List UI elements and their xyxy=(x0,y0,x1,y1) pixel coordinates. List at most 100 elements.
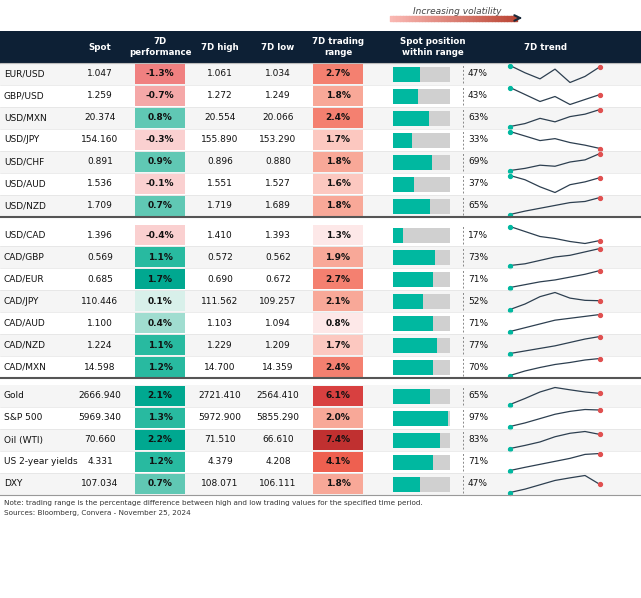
Bar xyxy=(135,247,185,267)
Text: -0.4%: -0.4% xyxy=(146,230,174,240)
Text: 0.8%: 0.8% xyxy=(147,114,172,123)
Bar xyxy=(0,31,641,63)
Text: USD/AUD: USD/AUD xyxy=(4,179,46,188)
Bar xyxy=(0,290,641,312)
Text: 1.1%: 1.1% xyxy=(147,340,172,349)
Text: 1.8%: 1.8% xyxy=(326,91,351,100)
Text: 1.6%: 1.6% xyxy=(326,179,351,188)
Text: Note: trading range is the percentage difference between high and low trading va: Note: trading range is the percentage di… xyxy=(4,500,423,506)
Bar xyxy=(135,335,185,355)
Bar xyxy=(393,294,422,309)
Bar xyxy=(0,429,641,451)
Text: 83%: 83% xyxy=(468,435,488,444)
Text: Oil (WTI): Oil (WTI) xyxy=(4,435,43,444)
Text: 7D trend: 7D trend xyxy=(524,42,567,51)
Text: 2.2%: 2.2% xyxy=(147,435,172,444)
Bar xyxy=(393,249,435,264)
Bar xyxy=(393,111,429,126)
Text: S&P 500: S&P 500 xyxy=(4,413,42,423)
Text: GBP/USD: GBP/USD xyxy=(4,91,45,100)
Text: 69%: 69% xyxy=(468,157,488,166)
Text: 1.1%: 1.1% xyxy=(147,252,172,261)
Text: CAD/GBP: CAD/GBP xyxy=(4,252,45,261)
Text: 0.690: 0.690 xyxy=(207,274,233,283)
Bar xyxy=(135,196,185,216)
Bar xyxy=(393,477,420,492)
Text: 70.660: 70.660 xyxy=(84,435,116,444)
Bar xyxy=(393,66,420,81)
Text: 1.9%: 1.9% xyxy=(326,252,351,261)
Text: DXY: DXY xyxy=(4,480,22,489)
Bar xyxy=(313,196,363,216)
Text: 7D trading
range: 7D trading range xyxy=(312,37,364,57)
Text: 0.8%: 0.8% xyxy=(326,319,351,328)
Text: 111.562: 111.562 xyxy=(201,297,238,306)
Text: 1.3%: 1.3% xyxy=(147,413,172,423)
Text: 0.569: 0.569 xyxy=(87,252,113,261)
Bar xyxy=(135,152,185,172)
Text: 1.272: 1.272 xyxy=(207,91,233,100)
Bar xyxy=(393,359,433,374)
Text: 1.396: 1.396 xyxy=(87,230,113,240)
Text: EUR/USD: EUR/USD xyxy=(4,69,44,78)
Text: 1.7%: 1.7% xyxy=(147,274,172,283)
Text: 37%: 37% xyxy=(468,179,488,188)
Bar xyxy=(393,271,450,286)
Text: 1.224: 1.224 xyxy=(87,340,113,349)
Text: 1.047: 1.047 xyxy=(87,69,113,78)
Bar xyxy=(0,63,641,85)
Bar xyxy=(313,430,363,450)
Bar xyxy=(393,176,450,191)
Text: 1.410: 1.410 xyxy=(207,230,233,240)
Bar xyxy=(0,107,641,129)
Bar xyxy=(393,337,437,352)
Text: 63%: 63% xyxy=(468,114,488,123)
Bar xyxy=(135,86,185,106)
Text: Gold: Gold xyxy=(4,392,25,401)
Text: 0.562: 0.562 xyxy=(265,252,291,261)
Text: 0.7%: 0.7% xyxy=(147,480,172,489)
Bar xyxy=(393,133,412,148)
Text: 20.374: 20.374 xyxy=(85,114,115,123)
Bar xyxy=(393,389,450,404)
Bar xyxy=(135,357,185,377)
Bar xyxy=(0,451,641,473)
Bar xyxy=(135,130,185,150)
Text: 20.554: 20.554 xyxy=(204,114,236,123)
Bar xyxy=(135,108,185,128)
Text: 5969.340: 5969.340 xyxy=(78,413,122,423)
Text: 73%: 73% xyxy=(468,252,488,261)
Bar xyxy=(0,129,641,151)
Bar xyxy=(393,316,450,331)
Text: 1.209: 1.209 xyxy=(265,340,291,349)
Text: 106.111: 106.111 xyxy=(260,480,297,489)
Text: CAD/MXN: CAD/MXN xyxy=(4,362,47,371)
Bar xyxy=(313,152,363,172)
Bar xyxy=(313,291,363,311)
Bar xyxy=(0,85,641,107)
Text: 1.3%: 1.3% xyxy=(326,230,351,240)
Text: 2.1%: 2.1% xyxy=(147,392,172,401)
Text: 0.9%: 0.9% xyxy=(147,157,172,166)
Text: 52%: 52% xyxy=(468,297,488,306)
Text: 20.066: 20.066 xyxy=(262,114,294,123)
Bar xyxy=(313,335,363,355)
Bar xyxy=(393,294,450,309)
Text: 4.331: 4.331 xyxy=(87,457,113,466)
Text: 0.7%: 0.7% xyxy=(147,202,172,210)
Bar xyxy=(393,432,450,447)
Bar xyxy=(313,474,363,494)
Bar xyxy=(135,64,185,84)
Text: 47%: 47% xyxy=(468,69,488,78)
Text: 1.551: 1.551 xyxy=(207,179,233,188)
Text: 14.700: 14.700 xyxy=(204,362,236,371)
Bar xyxy=(393,271,433,286)
Bar xyxy=(0,312,641,334)
Text: Increasing volatility: Increasing volatility xyxy=(413,7,502,16)
Text: 154.160: 154.160 xyxy=(81,136,119,145)
Text: USD/NZD: USD/NZD xyxy=(4,202,46,210)
Text: Sources: Bloomberg, Convera - November 25, 2024: Sources: Bloomberg, Convera - November 2… xyxy=(4,510,191,516)
Bar xyxy=(135,408,185,428)
Text: 4.379: 4.379 xyxy=(207,457,233,466)
Text: 0.880: 0.880 xyxy=(265,157,291,166)
